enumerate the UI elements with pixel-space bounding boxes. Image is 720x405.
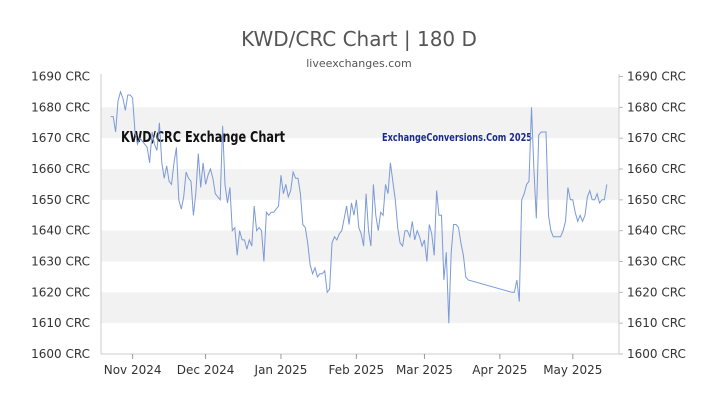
watermark-left: KWD/CRC Exchange Chart: [121, 128, 285, 146]
y-tick-label-right: 1680 CRC: [627, 100, 686, 114]
y-tick-label-left: 1640 CRC: [31, 224, 90, 238]
y-tick-label-left: 1650 CRC: [31, 193, 90, 207]
y-tick-label-left: 1630 CRC: [31, 255, 90, 269]
y-tick-label-right: 1670 CRC: [627, 131, 686, 145]
y-tick-label-right: 1630 CRC: [627, 255, 686, 269]
y-tick-label-left: 1600 CRC: [31, 347, 90, 361]
grid-band: [101, 230, 619, 262]
y-tick-label-right: 1600 CRC: [627, 347, 686, 361]
grid-band: [101, 292, 619, 324]
x-tick-label: Nov 2024: [104, 363, 162, 377]
x-tick-label: May 2025: [543, 363, 602, 377]
y-tick-label-left: 1660 CRC: [31, 162, 90, 176]
x-tick-label: Jan 2025: [254, 363, 308, 377]
x-tick-label: Apr 2025: [472, 363, 527, 377]
chart-subtitle: liveexchanges.com: [306, 57, 411, 70]
y-tick-label-right: 1620 CRC: [627, 285, 686, 299]
x-ticks: Nov 2024 Dec 2024 Jan 2025 Feb 2025 Mar 2025…: [104, 354, 602, 377]
series-line: [110, 90, 608, 324]
grid-bands: [101, 107, 619, 324]
x-tick-label: Mar 2025: [396, 363, 453, 377]
y-tick-label-left: 1690 CRC: [31, 70, 90, 84]
y-tick-label-left: 1670 CRC: [31, 131, 90, 145]
y-ticks: 1600 CRC 1600 CRC 1610 CRC 1610 CRC 1620 CRC…: [31, 70, 686, 362]
x-tick-label: Feb 2025: [329, 363, 385, 377]
y-tick-label-left: 1610 CRC: [31, 316, 90, 330]
y-tick-label-left: 1620 CRC: [31, 285, 90, 299]
x-tick-label: Dec 2024: [177, 363, 235, 377]
y-tick-label-right: 1650 CRC: [627, 193, 686, 207]
y-tick-label-left: 1680 CRC: [31, 100, 90, 114]
y-tick-label-right: 1660 CRC: [627, 162, 686, 176]
watermark-right: ExchangeConversions.Com 2025: [382, 131, 532, 144]
y-tick-label-right: 1640 CRC: [627, 224, 686, 238]
y-tick-label-right: 1690 CRC: [627, 70, 686, 84]
chart-title: KWD/CRC Chart | 180 D: [241, 27, 477, 51]
y-tick-label-right: 1610 CRC: [627, 316, 686, 330]
